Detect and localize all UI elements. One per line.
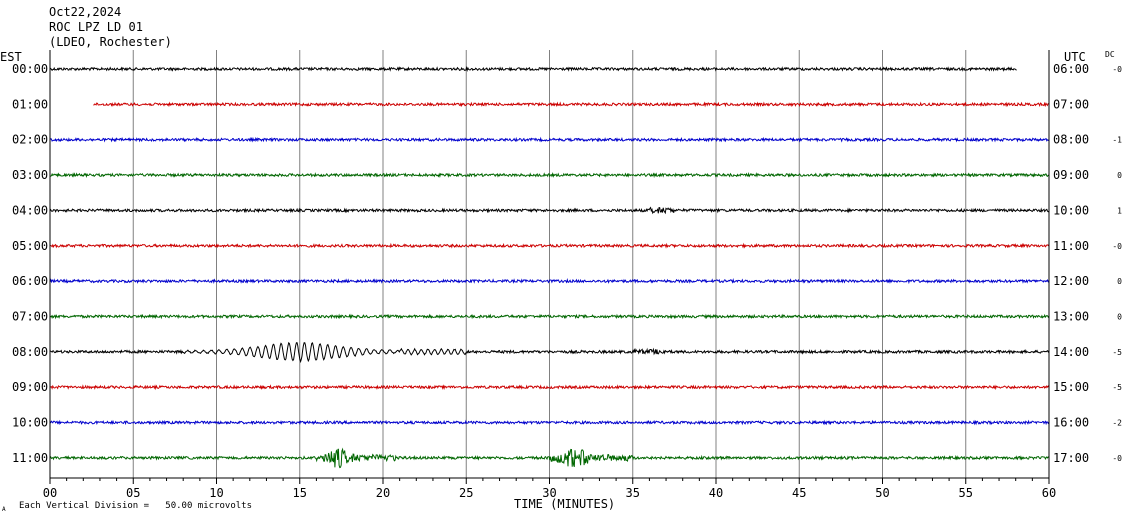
dc-offset-label: -0 xyxy=(1112,65,1122,74)
trace-1000 xyxy=(49,419,1050,426)
trace-0100 xyxy=(93,101,1049,108)
x-axis: 00 05 10 15 20 25 30 35 40 45 50 55 60 xyxy=(43,50,1056,500)
trace-0800 xyxy=(49,341,1050,364)
utc-hour-label: 06:00 xyxy=(1053,62,1089,76)
seismogram-traces xyxy=(49,65,1050,469)
network-label: (LDEO, Rochester) xyxy=(49,35,172,49)
dc-offset-label: -0 xyxy=(1112,242,1122,251)
right-timezone-label: UTC xyxy=(1064,50,1086,64)
trace-0400 xyxy=(49,206,1050,215)
est-hour-label: 07:00 xyxy=(12,309,48,323)
x-tick-label: 55 xyxy=(959,486,973,500)
utc-hour-label: 13:00 xyxy=(1053,309,1089,323)
utc-hour-label: 11:00 xyxy=(1053,239,1089,253)
trace-0000 xyxy=(49,65,1017,72)
x-tick-label: 60 xyxy=(1042,486,1056,500)
date-label: Oct22,2024 xyxy=(49,5,121,19)
est-hour-label: 02:00 xyxy=(12,133,48,147)
row-labels: 00:00 06:00 -0 01:00 07:00 02:00 08:00 -1 03:00 0… xyxy=(12,62,1122,465)
dc-offset-label: -5 xyxy=(1112,383,1122,392)
x-tick-label: 25 xyxy=(459,486,473,500)
corner-mark: A xyxy=(2,506,6,513)
x-tick-label: 10 xyxy=(209,486,223,500)
scale-footnote: Each Vertical Division = 50.00 microvolt… xyxy=(19,501,252,511)
dc-offset-label: 0 xyxy=(1117,277,1122,286)
est-hour-label: 05:00 xyxy=(12,239,48,253)
left-timezone-label: EST xyxy=(0,50,22,64)
x-tick-label: 20 xyxy=(376,486,390,500)
x-tick-label: 05 xyxy=(126,486,140,500)
est-hour-label: 08:00 xyxy=(12,345,48,359)
dc-offset-label: 0 xyxy=(1117,171,1122,180)
x-tick-label: 45 xyxy=(792,486,806,500)
trace-0200 xyxy=(49,136,1050,143)
grid xyxy=(49,50,1050,478)
station-label: ROC LPZ LD 01 xyxy=(49,20,143,34)
dc-offset-label: -1 xyxy=(1112,136,1122,145)
utc-hour-label: 16:00 xyxy=(1053,416,1089,430)
dc-offset-label: -5 xyxy=(1112,348,1122,357)
utc-hour-label: 12:00 xyxy=(1053,274,1089,288)
trace-1100 xyxy=(49,447,1050,469)
est-hour-label: 04:00 xyxy=(12,203,48,217)
est-hour-label: 06:00 xyxy=(12,274,48,288)
utc-hour-label: 17:00 xyxy=(1053,451,1089,465)
est-hour-label: 03:00 xyxy=(12,168,48,182)
x-tick-label: 00 xyxy=(43,486,57,500)
trace-0700 xyxy=(49,313,1050,320)
x-tick-label: 15 xyxy=(293,486,307,500)
utc-hour-label: 07:00 xyxy=(1053,97,1089,111)
x-axis-title: TIME (MINUTES) xyxy=(514,497,615,511)
dc-offset-label: -0 xyxy=(1112,454,1122,463)
utc-hour-label: 15:00 xyxy=(1053,380,1089,394)
dc-offset-label: -2 xyxy=(1112,419,1122,428)
est-hour-label: 01:00 xyxy=(12,97,48,111)
trace-0900 xyxy=(49,384,1050,391)
x-tick-label: 30 xyxy=(542,486,556,500)
trace-0300 xyxy=(49,172,1050,179)
trace-0500 xyxy=(49,242,1050,249)
utc-hour-label: 09:00 xyxy=(1053,168,1089,182)
est-hour-label: 11:00 xyxy=(12,451,48,465)
utc-hour-label: 14:00 xyxy=(1053,345,1089,359)
trace-0600 xyxy=(49,277,1050,285)
dc-offset-label: 0 xyxy=(1117,312,1122,321)
utc-hour-label: 10:00 xyxy=(1053,203,1089,217)
est-hour-label: 09:00 xyxy=(12,380,48,394)
x-tick-label: 40 xyxy=(709,486,723,500)
est-hour-label: 10:00 xyxy=(12,416,48,430)
x-tick-label: 50 xyxy=(875,486,889,500)
utc-hour-label: 08:00 xyxy=(1053,133,1089,147)
dc-column-label: DC xyxy=(1105,50,1115,59)
x-tick-label: 35 xyxy=(626,486,640,500)
dc-offset-label: 1 xyxy=(1117,206,1122,215)
est-hour-label: 00:00 xyxy=(12,62,48,76)
